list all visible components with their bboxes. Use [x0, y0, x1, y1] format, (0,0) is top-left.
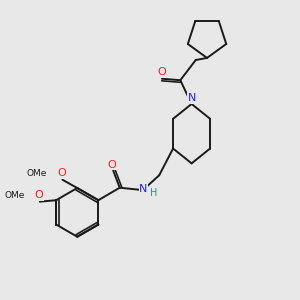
Text: N: N [139, 184, 148, 194]
Text: O: O [35, 190, 44, 200]
Text: H: H [151, 188, 158, 198]
Text: O: O [107, 160, 116, 170]
Text: OMe: OMe [27, 169, 47, 178]
Text: OMe: OMe [4, 190, 24, 200]
Text: O: O [157, 67, 166, 77]
Text: O: O [57, 168, 66, 178]
Text: N: N [188, 93, 196, 103]
